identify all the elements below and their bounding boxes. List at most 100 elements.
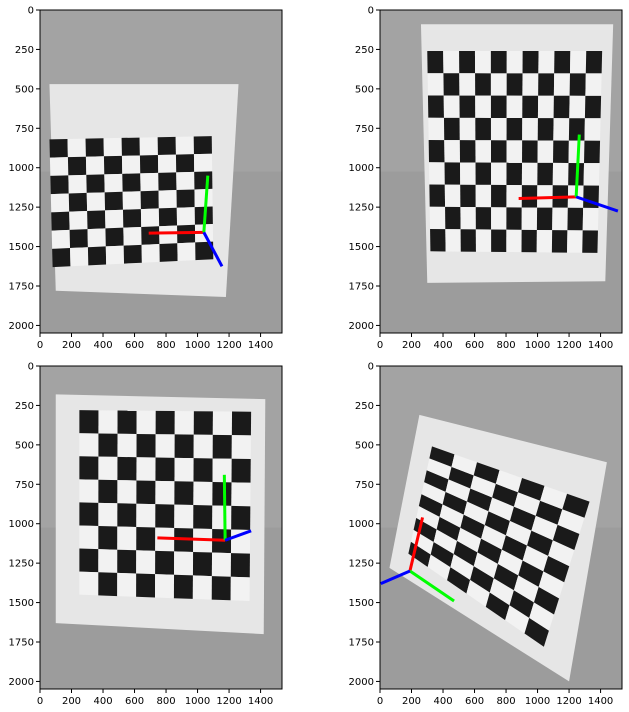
checker-square bbox=[176, 171, 195, 191]
y-tick-label: 500 bbox=[15, 440, 34, 451]
checker-square bbox=[475, 207, 492, 230]
checker-square bbox=[51, 211, 70, 231]
checker-square bbox=[557, 509, 585, 534]
checker-square bbox=[176, 207, 195, 226]
z-axis-line bbox=[224, 529, 252, 542]
checker-square bbox=[158, 207, 178, 227]
checker-square bbox=[174, 434, 194, 459]
checker-square bbox=[155, 574, 175, 599]
checker-square bbox=[521, 229, 537, 253]
checker-square bbox=[85, 138, 104, 157]
checker-square bbox=[475, 184, 492, 208]
checker-square bbox=[459, 140, 476, 163]
checker-square bbox=[230, 553, 250, 578]
checker-square bbox=[194, 171, 213, 190]
checker-square bbox=[459, 73, 476, 96]
checker-square bbox=[98, 502, 118, 527]
checker-square bbox=[193, 458, 213, 482]
checker-square bbox=[140, 172, 159, 192]
y-tick-label: 2000 bbox=[9, 321, 34, 332]
checker-square bbox=[418, 494, 443, 517]
checker-square bbox=[155, 480, 175, 505]
y-tick-label: 250 bbox=[15, 401, 34, 412]
checker-square bbox=[87, 246, 107, 266]
x-tick-label: 200 bbox=[402, 696, 421, 707]
checker-square bbox=[509, 506, 536, 531]
y-tick-label: 500 bbox=[355, 84, 374, 95]
checker-square bbox=[104, 191, 123, 211]
x-tick-label: 0 bbox=[37, 340, 43, 351]
checker-square bbox=[506, 140, 523, 163]
checker-square bbox=[413, 517, 437, 542]
checker-square bbox=[474, 51, 491, 74]
checker-square bbox=[79, 502, 99, 526]
checker-square bbox=[192, 551, 213, 577]
checker-square bbox=[490, 117, 507, 141]
checker-square bbox=[584, 95, 602, 119]
y-tick-label: 250 bbox=[355, 401, 374, 412]
checker-square bbox=[444, 140, 461, 163]
checker-square bbox=[68, 174, 87, 194]
y-tick-label: 1250 bbox=[349, 203, 374, 214]
checkerboard bbox=[79, 410, 252, 601]
checker-square bbox=[506, 118, 523, 141]
checker-square bbox=[491, 162, 507, 186]
checker-square bbox=[506, 95, 523, 119]
checker-square bbox=[155, 457, 175, 482]
checker-square bbox=[193, 411, 213, 435]
y-tick-label: 1250 bbox=[9, 203, 34, 214]
x-tick-label: 200 bbox=[62, 696, 81, 707]
checker-square bbox=[495, 470, 523, 493]
checker-square bbox=[231, 411, 252, 436]
x-tick-label: 800 bbox=[496, 696, 515, 707]
checker-square bbox=[122, 191, 141, 210]
checker-square bbox=[86, 174, 105, 193]
checker-square bbox=[231, 458, 251, 483]
checker-square bbox=[493, 563, 519, 591]
checker-square bbox=[123, 226, 142, 246]
y-axis-line bbox=[574, 134, 581, 197]
checker-square bbox=[416, 506, 440, 530]
checker-square bbox=[451, 454, 478, 476]
y-tick-label: 2000 bbox=[349, 677, 374, 688]
x-tick-label: 600 bbox=[465, 696, 484, 707]
checker-square bbox=[459, 51, 476, 74]
y-tick-label: 250 bbox=[355, 45, 374, 56]
checker-square bbox=[443, 117, 460, 141]
checker-square bbox=[506, 207, 522, 230]
checker-square bbox=[79, 433, 99, 457]
checker-square bbox=[195, 241, 214, 261]
checker-square bbox=[583, 163, 600, 186]
checker-square bbox=[521, 207, 538, 230]
checker-square bbox=[509, 590, 534, 618]
checker-square bbox=[211, 552, 231, 577]
checker-square bbox=[67, 156, 87, 176]
x-tick-label: 1400 bbox=[248, 340, 273, 351]
checker-square bbox=[136, 550, 156, 575]
checker-square bbox=[117, 526, 137, 551]
checker-square bbox=[159, 225, 178, 245]
checker-square bbox=[174, 457, 194, 482]
checker-square bbox=[562, 493, 590, 518]
checker-square bbox=[157, 154, 177, 173]
y-tick-label: 750 bbox=[355, 480, 374, 491]
checker-square bbox=[535, 500, 563, 525]
checker-square bbox=[473, 462, 500, 484]
x-tick-label: 1000 bbox=[525, 696, 550, 707]
x-axis-line bbox=[408, 517, 424, 572]
checker-square bbox=[553, 95, 570, 119]
checker-square bbox=[475, 140, 492, 163]
y-tick-label: 0 bbox=[28, 362, 34, 373]
y-tick-label: 1750 bbox=[349, 638, 374, 649]
checker-square bbox=[123, 244, 142, 264]
checker-square bbox=[98, 410, 118, 434]
checker-square bbox=[98, 549, 118, 573]
x-tick-label: 1200 bbox=[556, 340, 581, 351]
checker-square bbox=[488, 497, 514, 521]
x-tick-label: 1000 bbox=[185, 696, 210, 707]
checker-square bbox=[192, 575, 212, 600]
checker-square bbox=[433, 529, 458, 555]
checker-square bbox=[447, 567, 471, 594]
x-tick-label: 1000 bbox=[185, 340, 210, 351]
panel-svg: 0 200 400 600 800 1000 1200 1400 0 250 500 750 1000 1… bbox=[9, 362, 283, 707]
